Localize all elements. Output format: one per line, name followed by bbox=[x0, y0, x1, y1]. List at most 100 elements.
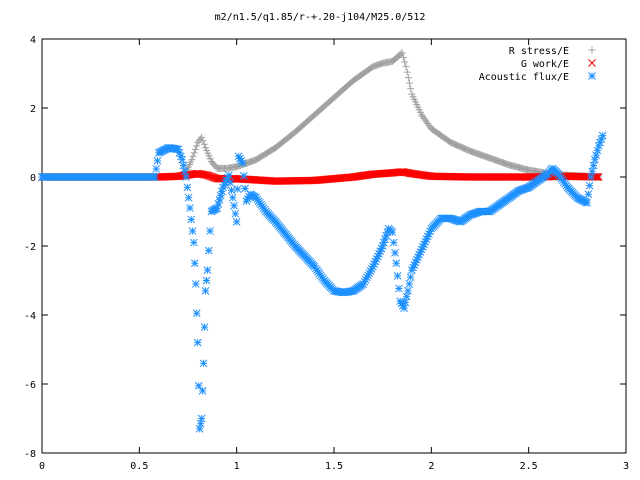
x-tick-label: 0 bbox=[39, 461, 45, 472]
data-point bbox=[592, 173, 601, 181]
data-point bbox=[228, 193, 237, 202]
data-point bbox=[188, 156, 196, 164]
data-point bbox=[594, 173, 603, 181]
y-tick-label: -6 bbox=[24, 380, 36, 391]
data-point bbox=[239, 171, 248, 180]
data-point bbox=[190, 259, 199, 268]
data-point bbox=[388, 228, 397, 237]
data-point bbox=[191, 145, 199, 153]
data-point bbox=[194, 381, 203, 390]
data-point bbox=[398, 49, 406, 57]
data-point bbox=[201, 286, 210, 295]
data-point bbox=[198, 133, 206, 141]
data-point bbox=[232, 217, 241, 226]
data-point bbox=[186, 204, 194, 212]
data-point bbox=[583, 199, 591, 207]
data-point bbox=[404, 286, 412, 295]
data-point bbox=[593, 146, 602, 155]
x-tick-label: 1 bbox=[234, 461, 240, 472]
data-point bbox=[589, 161, 598, 170]
data-point bbox=[401, 58, 409, 66]
data-point bbox=[190, 149, 198, 157]
data-point bbox=[174, 145, 183, 154]
data-point bbox=[195, 424, 204, 433]
data-point bbox=[226, 178, 235, 187]
data-point bbox=[406, 79, 414, 87]
data-point bbox=[199, 137, 207, 145]
data-point bbox=[206, 227, 214, 235]
y-tick-label: -4 bbox=[24, 311, 36, 322]
legend-label: R stress/E bbox=[509, 46, 569, 57]
data-point bbox=[225, 171, 233, 180]
data-point bbox=[238, 159, 247, 168]
x-tick-label: 1.5 bbox=[325, 461, 343, 472]
data-point bbox=[585, 181, 594, 190]
x-tick-label: 2 bbox=[428, 461, 434, 472]
data-point bbox=[197, 414, 206, 423]
data-point bbox=[191, 280, 200, 288]
data-point bbox=[231, 209, 240, 218]
data-point bbox=[204, 246, 213, 255]
data-point bbox=[389, 238, 398, 247]
series-layer bbox=[38, 49, 607, 433]
data-point bbox=[402, 292, 411, 301]
y-tick-label: -8 bbox=[24, 449, 36, 460]
data-point bbox=[184, 193, 193, 202]
data-point bbox=[404, 74, 412, 82]
y-tick-label: -2 bbox=[24, 242, 36, 253]
data-point bbox=[178, 155, 187, 164]
data-point bbox=[587, 173, 595, 181]
data-point bbox=[588, 167, 597, 176]
y-tick-label: 2 bbox=[30, 104, 36, 115]
data-point bbox=[193, 142, 201, 150]
legend-label: Acoustic flux/E bbox=[479, 72, 569, 83]
data-point bbox=[179, 161, 188, 170]
data-point bbox=[233, 185, 242, 193]
data-point bbox=[189, 152, 197, 160]
legend-label: G work/E bbox=[521, 59, 569, 70]
chart-title: m2/n1.5/q1.85/r-+.20-j104/M25.0/512 bbox=[215, 12, 426, 23]
data-point bbox=[402, 63, 410, 71]
data-point bbox=[193, 338, 202, 347]
data-point bbox=[198, 387, 207, 395]
data-point bbox=[393, 272, 402, 280]
data-point bbox=[395, 284, 403, 293]
data-point bbox=[188, 227, 197, 235]
data-point bbox=[203, 266, 212, 275]
data-point bbox=[584, 190, 593, 199]
axis-ticks: 0 0.5 1 1.5 2 2.5 3 4 2 0 -2 -4 -6 -8 bbox=[24, 35, 629, 472]
data-point bbox=[399, 53, 407, 61]
data-point bbox=[152, 165, 161, 173]
data-point bbox=[407, 85, 415, 93]
data-point bbox=[183, 183, 192, 192]
data-point bbox=[180, 167, 189, 176]
data-point bbox=[391, 249, 399, 257]
legend-marker bbox=[588, 72, 596, 80]
data-point bbox=[189, 238, 198, 247]
data-point bbox=[199, 359, 208, 368]
data-point bbox=[153, 157, 162, 165]
data-point bbox=[200, 140, 208, 148]
data-point bbox=[192, 309, 201, 318]
data-point bbox=[151, 173, 159, 181]
data-point bbox=[202, 276, 211, 285]
data-point bbox=[182, 173, 190, 181]
data-point bbox=[200, 323, 209, 331]
series-0 bbox=[38, 49, 603, 181]
data-point bbox=[597, 135, 606, 143]
data-point bbox=[187, 215, 196, 224]
legend: R stress/E G work/E Acoustic flux/E bbox=[479, 46, 596, 83]
x-tick-label: 0.5 bbox=[130, 461, 148, 472]
data-point bbox=[230, 201, 238, 210]
data-point bbox=[590, 155, 599, 164]
data-point bbox=[405, 280, 414, 288]
legend-marker bbox=[588, 46, 596, 54]
y-tick-label: 0 bbox=[30, 173, 36, 184]
data-point bbox=[592, 151, 601, 160]
x-tick-label: 2.5 bbox=[520, 461, 538, 472]
data-point bbox=[392, 259, 401, 268]
data-point bbox=[401, 298, 410, 307]
data-point bbox=[400, 304, 408, 312]
data-point bbox=[598, 131, 607, 140]
